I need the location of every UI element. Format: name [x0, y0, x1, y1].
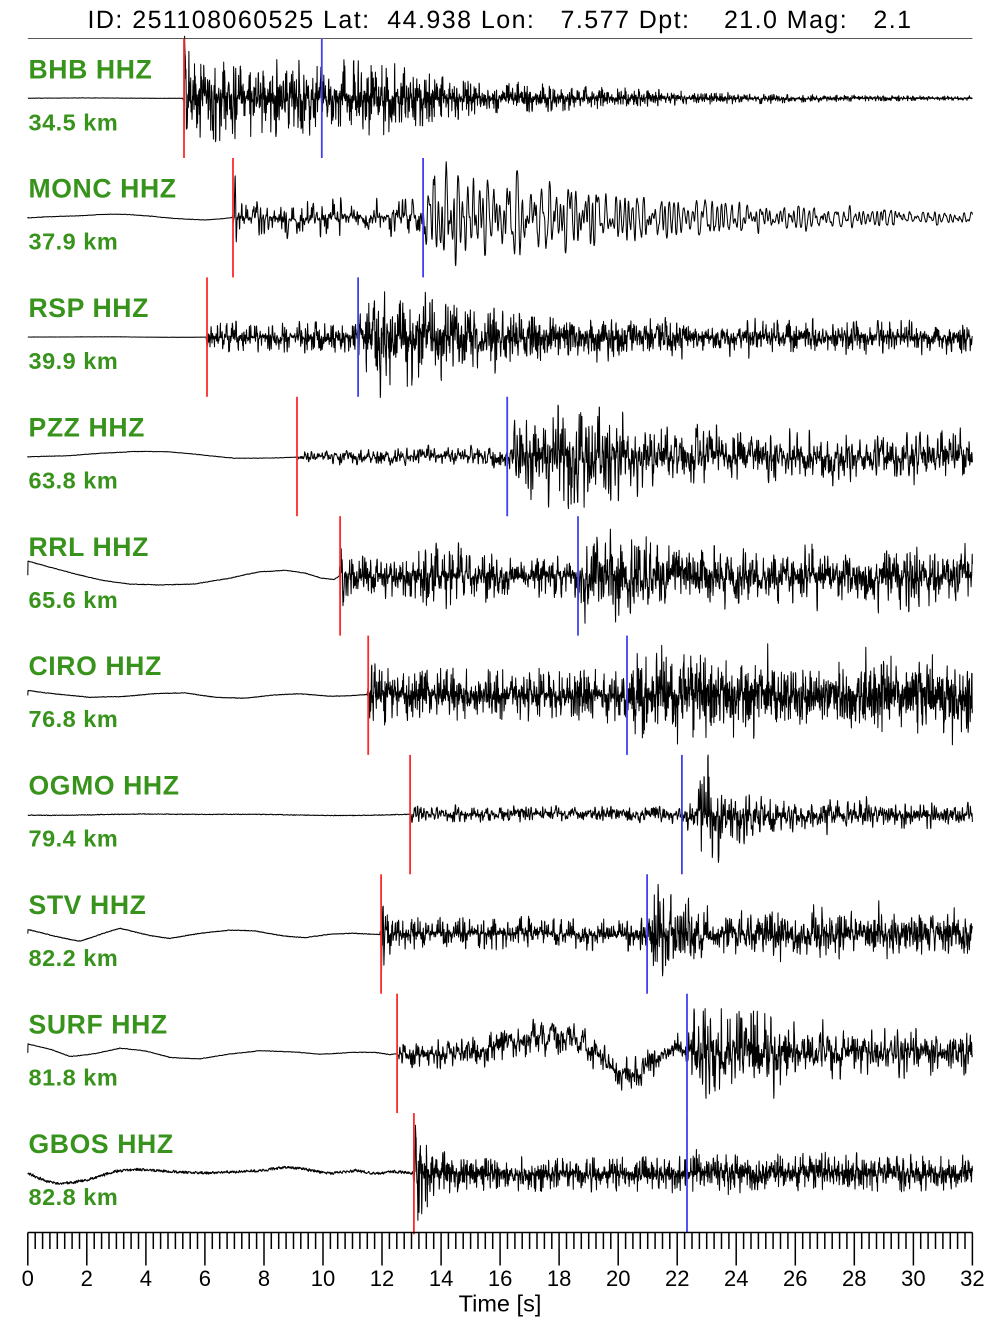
svg-text:82.8 km: 82.8 km	[29, 1184, 119, 1210]
svg-text:OGMO HHZ: OGMO HHZ	[29, 771, 180, 801]
svg-text:39.9 km: 39.9 km	[29, 348, 119, 374]
svg-text:26: 26	[783, 1266, 807, 1291]
svg-text:STV HHZ: STV HHZ	[29, 890, 147, 920]
svg-text:4: 4	[140, 1266, 152, 1291]
svg-text:65.6 km: 65.6 km	[29, 587, 119, 613]
svg-text:28: 28	[842, 1266, 866, 1291]
svg-text:CIRO HHZ: CIRO HHZ	[29, 651, 162, 681]
svg-text:20: 20	[606, 1266, 630, 1291]
svg-text:2: 2	[81, 1266, 93, 1291]
svg-text:30: 30	[901, 1266, 925, 1291]
svg-text:6: 6	[199, 1266, 211, 1291]
svg-text:ID: 251108060525 Lat: 44.938: ID: 251108060525 Lat: 44.938 Lon: 7.577 …	[88, 6, 913, 34]
svg-text:34.5 km: 34.5 km	[29, 109, 119, 135]
svg-text:32: 32	[960, 1266, 984, 1291]
svg-text:37.9 km: 37.9 km	[29, 229, 119, 255]
svg-text:RSP HHZ: RSP HHZ	[29, 293, 149, 323]
svg-text:SURF HHZ: SURF HHZ	[29, 1009, 168, 1039]
svg-text:18: 18	[547, 1266, 571, 1291]
svg-text:PZZ HHZ: PZZ HHZ	[29, 413, 145, 443]
svg-text:82.2 km: 82.2 km	[29, 945, 119, 971]
svg-text:16: 16	[488, 1266, 512, 1291]
svg-text:GBOS HHZ: GBOS HHZ	[29, 1129, 174, 1159]
svg-text:79.4 km: 79.4 km	[29, 826, 119, 852]
svg-text:8: 8	[258, 1266, 270, 1291]
svg-text:12: 12	[370, 1266, 394, 1291]
svg-text:63.8 km: 63.8 km	[29, 468, 119, 494]
svg-text:BHB HHZ: BHB HHZ	[29, 54, 153, 84]
svg-text:14: 14	[429, 1266, 453, 1291]
svg-text:76.8 km: 76.8 km	[29, 706, 119, 732]
svg-text:10: 10	[311, 1266, 335, 1291]
svg-text:24: 24	[724, 1266, 748, 1291]
svg-text:RRL HHZ: RRL HHZ	[29, 532, 149, 562]
svg-text:81.8 km: 81.8 km	[29, 1064, 119, 1090]
svg-text:MONC HHZ: MONC HHZ	[29, 174, 177, 204]
svg-text:0: 0	[22, 1266, 34, 1291]
svg-text:22: 22	[665, 1266, 689, 1291]
svg-text:Time [s]: Time [s]	[459, 1291, 542, 1317]
